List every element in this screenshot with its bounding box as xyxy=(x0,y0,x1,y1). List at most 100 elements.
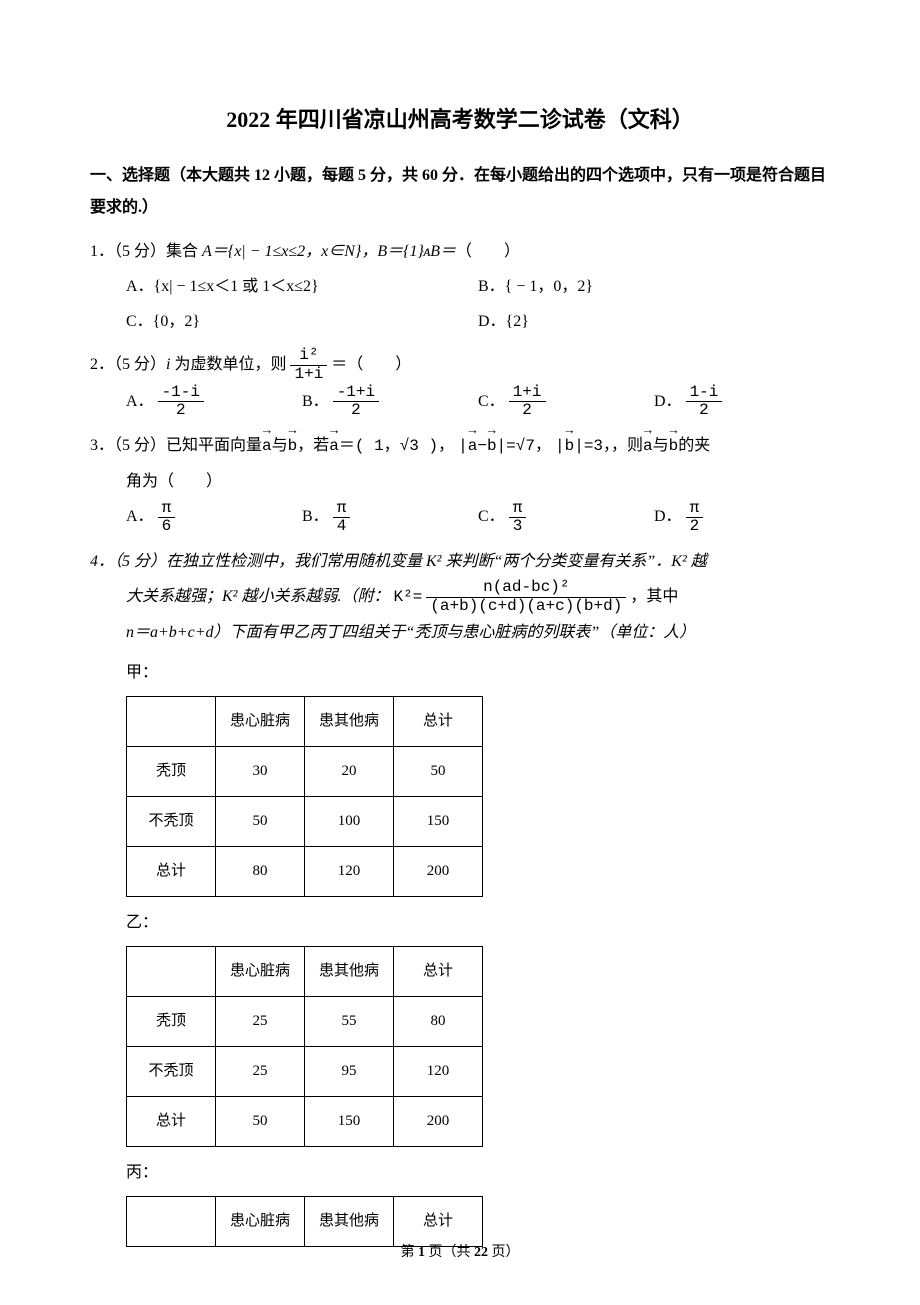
q4-k2-den: (a+b)(c+d)(a+c)(b+d) xyxy=(426,598,626,616)
cell: 25 xyxy=(216,996,305,1046)
q4-label-jia: 甲： xyxy=(90,655,830,690)
th-heart: 患心脏病 xyxy=(216,696,305,746)
cell: 总计 xyxy=(127,1096,216,1146)
q3-a-label: A． xyxy=(126,508,154,525)
q3-abs2-close: | xyxy=(574,437,584,455)
cell: 200 xyxy=(394,1096,483,1146)
q3-vec-b: b xyxy=(288,429,298,464)
q4-k2-frac: n(ad-bc)² (a+b)(c+d)(a+c)(b+d) xyxy=(426,579,626,615)
q1-option-d: D．{2} xyxy=(478,304,830,339)
cell: 150 xyxy=(305,1096,394,1146)
q2-suffix: ＝（ ） xyxy=(331,356,411,373)
q3-angle-txt: 的夹 xyxy=(678,437,710,454)
q3-vec-a: a xyxy=(262,429,272,464)
q4-label-yi: 乙： xyxy=(90,905,830,940)
cell: 200 xyxy=(394,846,483,896)
q1-option-b: B．{ − 1，0，2} xyxy=(478,269,830,304)
table-header-row: 患心脏病 患其他病 总计 xyxy=(127,696,483,746)
q2-b-num: -1+i xyxy=(333,384,379,403)
q2-c-num: 1+i xyxy=(509,384,546,403)
q3-prefix: 3．（5 分）已知平面向量 xyxy=(90,437,262,454)
question-2: 2．（5 分）i 为虚数单位，则 i² 1+i ＝（ ） A． -1-i2 B．… xyxy=(90,347,830,420)
q3-and2: 与 xyxy=(653,437,669,454)
q3-vec-a4: a xyxy=(643,429,653,464)
table-row: 不秃顶50100150 xyxy=(127,796,483,846)
th-heart: 患心脏病 xyxy=(216,946,305,996)
cell: 50 xyxy=(216,796,305,846)
cell: 不秃顶 xyxy=(127,796,216,846)
th-blank xyxy=(127,696,216,746)
q4-line1: 4．（5 分）在独立性检测中，我们常用随机变量 K² 来判断“两个分类变量有关系… xyxy=(90,544,830,579)
q3-vec-b4: b xyxy=(669,429,679,464)
th-other: 患其他病 xyxy=(305,696,394,746)
table-header-row: 患心脏病 患其他病 总计 xyxy=(127,946,483,996)
q2-mid: 为虚数单位，则 xyxy=(170,356,286,373)
footer-suffix: 页） xyxy=(488,1245,520,1260)
question-3: 3．（5 分）已知平面向量a与b，若a＝( 1，√3 )， |a−b|=√7， … xyxy=(90,428,830,536)
q2-a-label: A． xyxy=(126,393,154,410)
q3-option-b: B． π4 xyxy=(302,499,478,535)
q3-eq-a: ＝( 1， xyxy=(339,437,400,455)
q3-a-num: π xyxy=(158,500,176,519)
q3-eq-b3: =3 xyxy=(584,437,603,455)
q1-option-a: A．{x| − 1≤x＜1 或 1＜x≤2} xyxy=(126,269,478,304)
th-other: 患其他病 xyxy=(305,946,394,996)
table-row: 秃顶302050 xyxy=(127,746,483,796)
q2-prefix: 2．（5 分） xyxy=(90,356,166,373)
q4-line2a: 大关系越强；K² 越小关系越弱.（附： xyxy=(126,588,389,605)
q3-option-d: D． π2 xyxy=(654,499,830,535)
cell: 150 xyxy=(394,796,483,846)
q4-line2: 大关系越强；K² 越小关系越弱.（附： K²= n(ad-bc)² (a+b)(… xyxy=(90,579,830,615)
q3-comma1: ， xyxy=(535,437,551,454)
q4-line3: n＝a+b+c+d）下面有甲乙丙丁四组关于“秃顶与患心脏病的列联表”（单位：人） xyxy=(90,615,830,650)
cell: 95 xyxy=(305,1046,394,1096)
exam-page: 2022 年四川省凉山州高考数学二诊试卷（文科） 一、选择题（本大题共 12 小… xyxy=(0,0,920,1305)
q3-minus: − xyxy=(477,437,487,455)
q2-b-label: B． xyxy=(302,393,329,410)
q2-d-den: 2 xyxy=(686,402,723,420)
q2-d-num: 1-i xyxy=(686,384,723,403)
table-row: 总计80120200 xyxy=(127,846,483,896)
cell: 120 xyxy=(394,1046,483,1096)
q3-and: 与 xyxy=(272,437,288,454)
cell: 秃顶 xyxy=(127,746,216,796)
q2-frac-den: 1+i xyxy=(290,366,327,384)
q3-option-a: A． π6 xyxy=(126,499,302,535)
q2-option-d: D． 1-i2 xyxy=(654,384,830,420)
q4-label-bing: 丙： xyxy=(90,1155,830,1190)
cell: 80 xyxy=(394,996,483,1046)
th-total: 总计 xyxy=(394,696,483,746)
cell: 25 xyxy=(216,1046,305,1096)
th-blank xyxy=(127,946,216,996)
q4-table-jia: 患心脏病 患其他病 总计 秃顶302050 不秃顶50100150 总计8012… xyxy=(126,696,483,897)
question-1: 1．（5 分）集合 A＝{x| − 1≤x≤2，x∈N}，B＝{1}ᴀB＝（ ）… xyxy=(90,234,830,340)
q3-abs1-close: | xyxy=(497,437,507,455)
q3-vec-a3: a xyxy=(468,429,478,464)
q2-option-c: C． 1+i2 xyxy=(478,384,654,420)
q3-vec-a2: a xyxy=(329,429,339,464)
q2-option-b: B． -1+i2 xyxy=(302,384,478,420)
q2-option-a: A． -1-i2 xyxy=(126,384,302,420)
footer-total: 22 xyxy=(474,1245,488,1260)
q3-c-den: 3 xyxy=(509,518,527,536)
cell: 20 xyxy=(305,746,394,796)
q2-c-label: C． xyxy=(478,393,505,410)
cell: 50 xyxy=(216,1096,305,1146)
q1-stem-math: A＝{x| − 1≤x≤2，x∈N}，B＝{1}ᴀB＝ xyxy=(202,243,456,260)
cell: 总计 xyxy=(127,846,216,896)
q3-comma2: ， xyxy=(603,437,611,454)
cell: 55 xyxy=(305,996,394,1046)
question-4: 4．（5 分）在独立性检测中，我们常用随机变量 K² 来判断“两个分类变量有关系… xyxy=(90,544,830,1247)
cell: 50 xyxy=(394,746,483,796)
q3-then: ，则 xyxy=(611,437,643,454)
q1-option-c: C．{0，2} xyxy=(126,304,478,339)
q2-a-num: -1-i xyxy=(158,384,204,403)
q1-stem-prefix: 1．（5 分）集合 xyxy=(90,243,202,260)
cell: 120 xyxy=(305,846,394,896)
q4-line1-text: 4．（5 分）在独立性检测中，我们常用随机变量 K² 来判断“两个分类变量有关系… xyxy=(90,553,707,570)
q2-b-den: 2 xyxy=(333,402,379,420)
cell: 不秃顶 xyxy=(127,1046,216,1096)
cell: 80 xyxy=(216,846,305,896)
page-footer: 第 1 页（共 22 页） xyxy=(0,1240,920,1265)
q3-b-den: 4 xyxy=(333,518,351,536)
